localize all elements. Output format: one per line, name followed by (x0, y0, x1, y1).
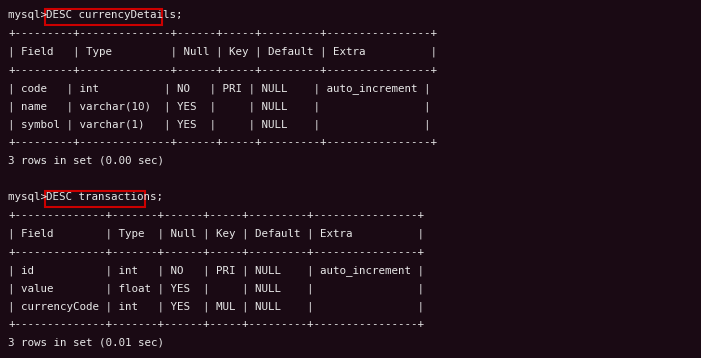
Text: DESC transactions;: DESC transactions; (46, 192, 163, 202)
Bar (45, 191, 145, 207)
Bar (45, 9, 162, 25)
Text: +--------------+-------+------+-----+---------+----------------+: +--------------+-------+------+-----+---… (8, 247, 424, 257)
Text: | Field        | Type  | Null | Key | Default | Extra          |: | Field | Type | Null | Key | Default | … (8, 228, 424, 239)
Text: +--------------+-------+------+-----+---------+----------------+: +--------------+-------+------+-----+---… (8, 210, 424, 220)
Text: | symbol | varchar(1)   | YES  |     | NULL    |                |: | symbol | varchar(1) | YES | | NULL | | (8, 119, 430, 130)
Text: mysql>: mysql> (8, 192, 53, 202)
Text: +--------------+-------+------+-----+---------+----------------+: +--------------+-------+------+-----+---… (8, 319, 424, 329)
Text: DESC currencyDetails;: DESC currencyDetails; (46, 10, 183, 20)
Text: | value        | float | YES  |     | NULL    |                |: | value | float | YES | | NULL | | (8, 283, 424, 294)
Text: +---------+--------------+------+-----+---------+----------------+: +---------+--------------+------+-----+-… (8, 28, 437, 38)
Text: +---------+--------------+------+-----+---------+----------------+: +---------+--------------+------+-----+-… (8, 64, 437, 74)
Text: +---------+--------------+------+-----+---------+----------------+: +---------+--------------+------+-----+-… (8, 137, 437, 147)
Text: mysql>: mysql> (8, 10, 53, 20)
Text: | Field   | Type         | Null | Key | Default | Extra          |: | Field | Type | Null | Key | Default | … (8, 47, 437, 57)
Text: | code   | int          | NO   | PRI | NULL    | auto_increment |: | code | int | NO | PRI | NULL | auto_in… (8, 83, 430, 94)
Text: | id           | int   | NO   | PRI | NULL    | auto_increment |: | id | int | NO | PRI | NULL | auto_incr… (8, 265, 424, 276)
Text: | currencyCode | int   | YES  | MUL | NULL    |                |: | currencyCode | int | YES | MUL | NULL … (8, 301, 424, 312)
Text: 3 rows in set (0.00 sec): 3 rows in set (0.00 sec) (8, 156, 164, 166)
Text: | name   | varchar(10)  | YES  |     | NULL    |                |: | name | varchar(10) | YES | | NULL | | (8, 101, 430, 111)
Text: 3 rows in set (0.01 sec): 3 rows in set (0.01 sec) (8, 338, 164, 348)
